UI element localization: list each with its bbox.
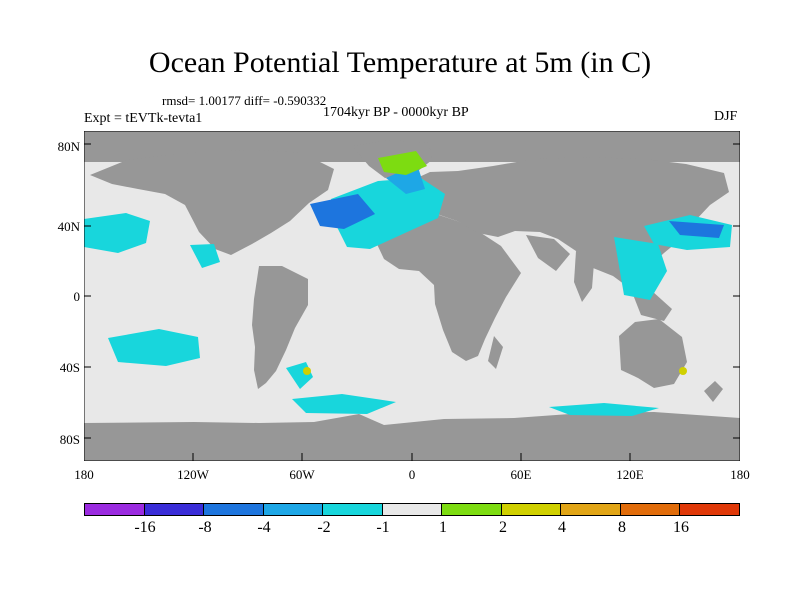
legend-label-4: 4: [558, 519, 566, 536]
north-atlantic-cold-anomaly: [386, 164, 425, 194]
map-title: Ocean Potential Temperature at 5m (in C): [148, 46, 652, 79]
latitude-tick-40n: 40N: [57, 219, 80, 234]
latitude-tick-80n: 80N: [57, 139, 80, 154]
south-atlantic-warm-spot: [303, 367, 311, 375]
longitude-tick-120e: 120E: [616, 467, 644, 482]
legend-label-8: 8: [618, 519, 626, 536]
legend-label-16: 16: [673, 519, 689, 536]
legend-color-box-1: [85, 504, 145, 515]
legend-label-minus-8: -8: [198, 519, 212, 536]
legend-color-box-11: [680, 504, 740, 515]
south-america-land: [252, 266, 308, 389]
africa-land: [375, 211, 521, 361]
arabian-peninsula-land: [526, 235, 570, 271]
temperature-color-legend: [84, 503, 740, 516]
longitude-tick-180-left: 180: [74, 467, 94, 482]
new-zealand-land: [704, 381, 723, 402]
north-pacific-cool-anomaly: [84, 213, 150, 253]
legend-color-box-10: [620, 504, 681, 515]
madagascar-land: [488, 336, 503, 369]
latitude-tick-0: 0: [73, 289, 81, 304]
legend-color-box-7: [442, 504, 502, 515]
period-label: 1704kyr BP - 0000kyr BP: [323, 105, 469, 120]
australia-land: [619, 319, 687, 388]
legend-color-box-8: [501, 504, 562, 515]
statistics-label: rmsd= 1.00177 diff= -0.590332: [162, 93, 327, 108]
latitude-tick-80s: 80S: [59, 432, 80, 447]
australia-warm-spot: [679, 367, 687, 375]
legend-color-box-6: [382, 504, 443, 515]
longitude-tick-60e: 60E: [510, 467, 532, 482]
legend-label-2: 2: [499, 519, 507, 536]
latitude-tick-40s: 40S: [59, 360, 80, 375]
north-atlantic-cool-anomaly: [331, 178, 445, 249]
longitude-tick-120w: 120W: [177, 467, 209, 482]
legend-color-box-9: [561, 504, 621, 515]
map-svg: [84, 131, 740, 461]
longitude-tick-60w: 60W: [289, 467, 315, 482]
legend-color-box-4: [263, 504, 324, 515]
latitude-tick-marks: [84, 143, 740, 439]
legend-label-minus-4: -4: [257, 519, 271, 536]
legend-label-1: 1: [439, 519, 447, 536]
season-label: DJF: [714, 109, 738, 124]
legend-label-minus-2: -2: [317, 519, 331, 536]
maritime-cool-anomaly: [614, 237, 667, 300]
gulf-cool-anomaly: [190, 244, 220, 268]
longitude-tick-marks: [192, 453, 631, 461]
antarctica-land: [84, 412, 740, 461]
north-america-land: [90, 150, 334, 255]
longitude-tick-0: 0: [408, 467, 416, 482]
southern-indian-cool-anomaly: [549, 403, 659, 416]
nordic-warm-anomaly: [378, 151, 427, 175]
legend-color-box-2: [144, 504, 205, 515]
western-pacific-colder-anomaly: [669, 221, 724, 238]
indian-subcontinent-land: [574, 251, 594, 302]
temperature-map: [84, 131, 740, 461]
legend-label-minus-16: -16: [134, 519, 156, 536]
south-pacific-cool-anomaly: [108, 329, 200, 366]
legend-color-box-3: [204, 504, 264, 515]
experiment-label: Expt = tEVTk-tevta1: [84, 111, 203, 126]
north-atlantic-colder-anomaly: [310, 194, 375, 229]
southern-ocean-cool-anomaly: [292, 394, 396, 414]
legend-color-box-5: [323, 504, 383, 515]
longitude-tick-180-right: 180: [730, 467, 750, 482]
legend-label-minus-1: -1: [376, 519, 390, 536]
